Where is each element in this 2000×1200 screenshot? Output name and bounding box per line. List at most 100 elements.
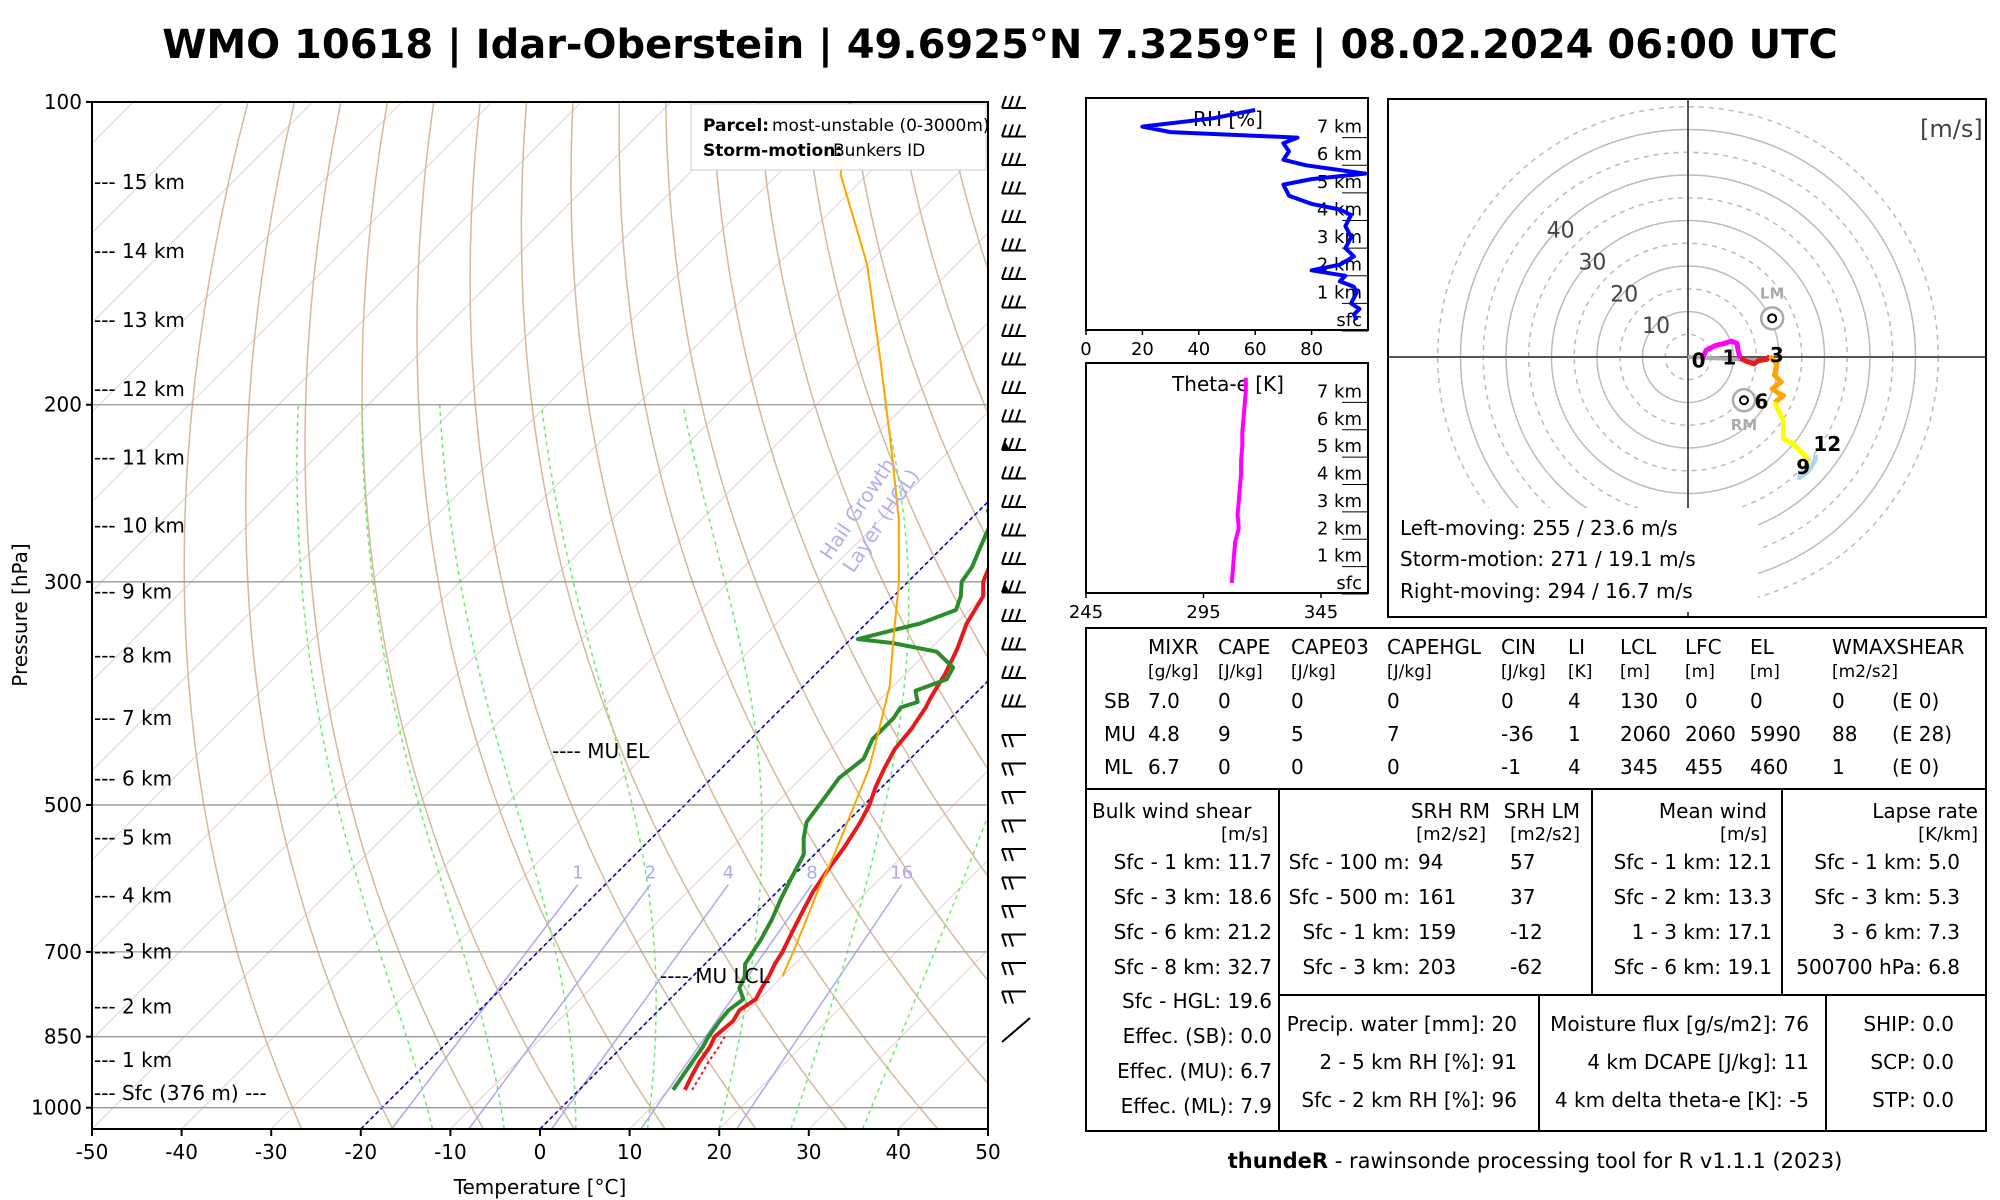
storm-marker-dot bbox=[1767, 313, 1778, 324]
barb-flag bbox=[1015, 665, 1021, 679]
barb-flag bbox=[1015, 380, 1021, 394]
barb-flag bbox=[1001, 95, 1007, 109]
column-unit: [m] bbox=[1750, 662, 1780, 682]
barb-flag bbox=[1008, 437, 1014, 451]
legend-motion-label: Storm-motion: bbox=[703, 141, 842, 161]
x-tick-label: 50 bbox=[975, 1140, 1000, 1164]
mean-wind-row: Sfc - 2 km: 13.3 bbox=[1614, 885, 1772, 909]
barb-flag bbox=[1015, 209, 1021, 223]
barb-flag bbox=[1008, 551, 1014, 565]
barb-flag bbox=[1001, 494, 1007, 508]
hodo-text-right: Right-moving: 294 / 16.7 m/s bbox=[1400, 579, 1693, 603]
theta-e-x-tick-label: 345 bbox=[1304, 602, 1338, 623]
barb-flag bbox=[1001, 848, 1007, 862]
hodo-text-left: Left-moving: 255 / 23.6 m/s bbox=[1400, 516, 1678, 540]
moist-adiabat bbox=[361, 404, 505, 1129]
lapse-rate-row: Sfc - 3 km: 5.3 bbox=[1814, 885, 1960, 909]
barb-flag bbox=[1008, 95, 1014, 109]
height-label: --- 11 km bbox=[94, 446, 185, 470]
barb-flag bbox=[1008, 352, 1014, 365]
footer: thundeR - rawinsonde processing tool for… bbox=[1228, 1149, 1843, 1173]
moisture-row: Sfc - 2 km RH [%]: 96 bbox=[1301, 1088, 1517, 1112]
height-label: --- 15 km bbox=[94, 170, 185, 194]
isotherm bbox=[808, 948, 988, 1129]
mean-wind-panel: Mean wind [m/s] Sfc - 1 km: 12.1 Sfc - 2… bbox=[1614, 799, 1772, 979]
barb-flag bbox=[1008, 266, 1014, 280]
wind-barb bbox=[1001, 523, 1026, 537]
isotherm bbox=[92, 102, 403, 414]
mixing-ratio-label: 2 bbox=[645, 863, 656, 884]
srh-panel: SRH RM SRH LM [m2/s2] [m2/s2] Sfc - 100 … bbox=[1289, 799, 1580, 979]
rh-x-tick-label: 20 bbox=[1131, 339, 1154, 360]
storm-marker-ring bbox=[1759, 306, 1785, 331]
table-cell: 6.7 bbox=[1148, 755, 1180, 779]
hodo-segment bbox=[1739, 354, 1772, 367]
height-label: --- 6 km bbox=[94, 767, 172, 791]
barb-flag bbox=[1015, 409, 1021, 422]
barb-flag bbox=[1001, 820, 1007, 833]
table-cell: 345 bbox=[1620, 755, 1658, 779]
flux-panel: Moisture flux [g/s/m2]: 76 4 km DCAPE [J… bbox=[1550, 1012, 1809, 1112]
height-label: --- 13 km bbox=[94, 308, 185, 332]
lapse-rate-row: 3 - 6 km: 7.3 bbox=[1832, 920, 1960, 944]
wind-barb bbox=[1001, 962, 1026, 976]
barb-flag bbox=[1001, 877, 1007, 890]
y-tick-label: 1000 bbox=[31, 1096, 82, 1120]
x-tick-label: -20 bbox=[344, 1140, 377, 1164]
mixing-ratio-line bbox=[550, 884, 729, 1129]
wind-barb bbox=[1001, 933, 1026, 947]
column-unit: [J/kg] bbox=[1291, 662, 1336, 682]
barb-flag bbox=[1008, 763, 1014, 776]
hodo-segment bbox=[1797, 454, 1818, 481]
height-label: --- 12 km bbox=[94, 377, 185, 401]
barb-flag bbox=[1001, 409, 1007, 422]
wind-barb bbox=[1001, 266, 1026, 280]
mixing-ratio-line bbox=[735, 884, 903, 1129]
column-header: LI bbox=[1568, 635, 1585, 659]
barb-flag bbox=[1008, 905, 1014, 919]
row-label: ML bbox=[1104, 755, 1133, 779]
barb-flag bbox=[1015, 323, 1021, 337]
barb-flag bbox=[1001, 466, 1007, 479]
row-label: SB bbox=[1104, 689, 1130, 713]
theta-e-height-label: 1 km bbox=[1317, 546, 1362, 567]
srh-lm-unit: [m2/s2] bbox=[1510, 824, 1580, 845]
hodo-km-label: 0 bbox=[1692, 348, 1706, 372]
barb-flag bbox=[1008, 934, 1014, 947]
y-tick-label: 700 bbox=[44, 940, 82, 964]
rh-x-tick-label: 60 bbox=[1244, 339, 1267, 360]
x-tick-label: 0 bbox=[534, 1140, 547, 1164]
wind-barb bbox=[1001, 295, 1026, 309]
storm-marker-label: LM bbox=[1760, 284, 1785, 302]
y-tick-label: 500 bbox=[44, 793, 82, 817]
column-header: CAPE bbox=[1218, 635, 1270, 659]
table-cell: 0 bbox=[1501, 689, 1514, 713]
wind-barb bbox=[1001, 876, 1026, 890]
barb-flag bbox=[1001, 934, 1007, 947]
y-axis-label: Pressure [hPa] bbox=[8, 543, 32, 686]
table-cell: 0 bbox=[1685, 689, 1698, 713]
legend-parcel-value: most-unstable (0-3000m) bbox=[772, 116, 990, 136]
barb-flag bbox=[1008, 494, 1014, 508]
rh-frame bbox=[1085, 97, 1369, 331]
rh-height-label: 7 km bbox=[1317, 117, 1362, 138]
parcel-table: MIXR [g/kg] CAPE [J/kg] CAPE03 [J/kg] CAPEHGL [… bbox=[1085, 627, 1987, 790]
footer-rest: - rawinsonde processing tool for R v1.1.… bbox=[1328, 1149, 1842, 1173]
wind-barb bbox=[1001, 466, 1026, 480]
barb-flag bbox=[1008, 694, 1014, 707]
table-cell: 9 bbox=[1218, 722, 1231, 746]
table-cell: 0 bbox=[1218, 755, 1231, 779]
srh-rm-value: 94 bbox=[1418, 850, 1443, 874]
dewpoint-line bbox=[671, 507, 988, 1092]
bulk-shear-row: Sfc - 6 km: 21.2 bbox=[1114, 920, 1272, 944]
wind-barb bbox=[1001, 352, 1026, 366]
barb-flag bbox=[1001, 905, 1007, 919]
wind-barb bbox=[1001, 380, 1026, 394]
srh-row-label: Sfc - 500 m: bbox=[1289, 885, 1410, 909]
table-cell: 2060 bbox=[1685, 722, 1736, 746]
table-cell: (E 28) bbox=[1892, 722, 1952, 746]
x-tick-label: 40 bbox=[886, 1140, 911, 1164]
theta-e-frame bbox=[1085, 362, 1369, 594]
column-header: WMAXSHEAR bbox=[1832, 635, 1964, 659]
